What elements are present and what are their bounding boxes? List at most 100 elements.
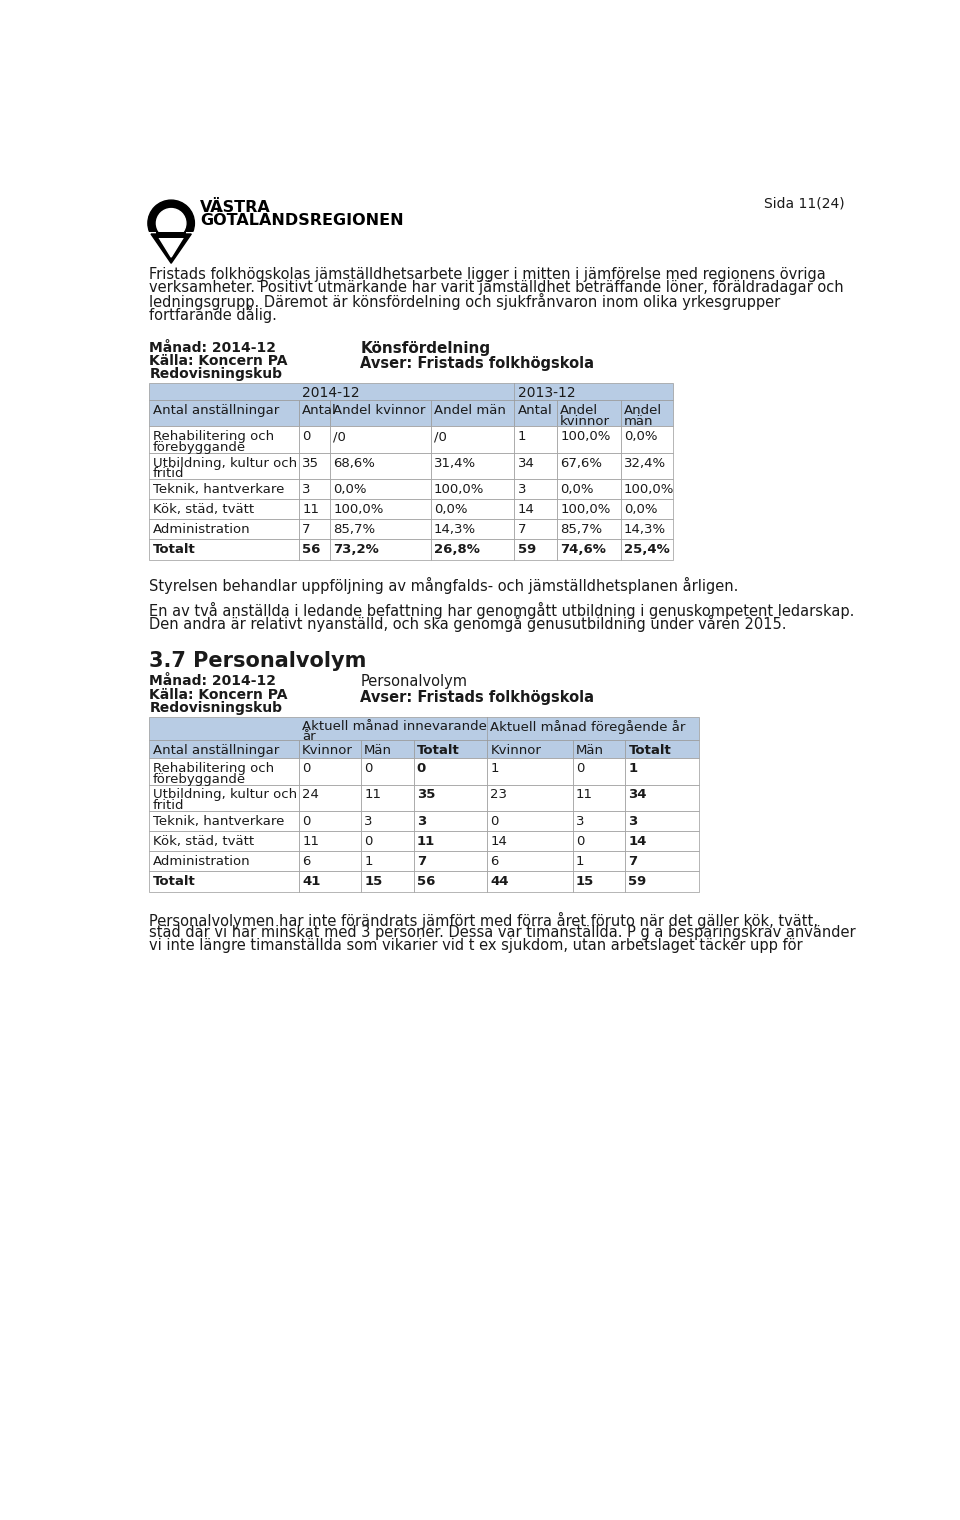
Text: Utbildning, kultur och: Utbildning, kultur och bbox=[153, 789, 297, 801]
Text: 14: 14 bbox=[491, 834, 507, 848]
Text: 31,4%: 31,4% bbox=[434, 456, 476, 470]
Text: /0: /0 bbox=[434, 430, 446, 444]
Bar bbox=[431, 518, 515, 540]
Bar bbox=[488, 740, 572, 758]
Bar bbox=[150, 851, 299, 871]
Bar bbox=[299, 540, 330, 561]
Bar bbox=[414, 810, 488, 831]
Text: Redovisningskub: Redovisningskub bbox=[150, 368, 282, 382]
Bar bbox=[488, 784, 572, 810]
Bar bbox=[156, 231, 186, 237]
Bar bbox=[150, 479, 299, 499]
Text: 14: 14 bbox=[629, 834, 647, 848]
Text: 25,4%: 25,4% bbox=[624, 543, 669, 556]
Bar bbox=[150, 871, 299, 892]
Bar bbox=[414, 758, 488, 784]
Text: Andel: Andel bbox=[561, 404, 598, 416]
Text: 34: 34 bbox=[629, 789, 647, 801]
Bar bbox=[361, 784, 414, 810]
Bar bbox=[361, 831, 414, 851]
Text: Kök, städ, tvätt: Kök, städ, tvätt bbox=[153, 503, 253, 515]
Text: GÖTALANDSREGIONEN: GÖTALANDSREGIONEN bbox=[200, 213, 403, 228]
Bar bbox=[299, 831, 361, 851]
Bar bbox=[488, 831, 572, 851]
Text: Kök, städ, tvätt: Kök, städ, tvätt bbox=[153, 834, 253, 848]
Text: 2013-12: 2013-12 bbox=[517, 386, 575, 400]
Bar bbox=[515, 479, 557, 499]
Text: Antal anställningar: Antal anställningar bbox=[153, 404, 278, 416]
Bar bbox=[572, 784, 625, 810]
Text: 85,7%: 85,7% bbox=[561, 523, 602, 535]
Bar bbox=[361, 740, 414, 758]
Bar bbox=[621, 427, 673, 453]
Bar bbox=[414, 871, 488, 892]
Bar bbox=[299, 784, 361, 810]
Text: 0: 0 bbox=[364, 834, 372, 848]
Text: Totalt: Totalt bbox=[417, 743, 460, 757]
Text: 41: 41 bbox=[302, 874, 321, 888]
Text: 1: 1 bbox=[517, 430, 526, 444]
Bar bbox=[150, 400, 299, 427]
Text: 11: 11 bbox=[302, 503, 319, 515]
Bar bbox=[515, 518, 557, 540]
Text: 3: 3 bbox=[629, 815, 637, 827]
Text: 0: 0 bbox=[302, 430, 310, 444]
Text: Rehabilitering och: Rehabilitering och bbox=[153, 762, 274, 775]
Text: /0: /0 bbox=[333, 430, 346, 444]
Text: Antal anställningar: Antal anställningar bbox=[153, 743, 278, 757]
Text: 44: 44 bbox=[491, 874, 509, 888]
Text: Månad: 2014-12: Månad: 2014-12 bbox=[150, 340, 276, 356]
Bar bbox=[150, 758, 299, 784]
Text: Källa: Koncern PA: Källa: Koncern PA bbox=[150, 354, 288, 368]
Polygon shape bbox=[151, 234, 191, 263]
Bar bbox=[431, 427, 515, 453]
Text: fritid: fritid bbox=[153, 800, 184, 812]
Bar bbox=[150, 540, 299, 561]
Text: 68,6%: 68,6% bbox=[333, 456, 375, 470]
Bar bbox=[431, 400, 515, 427]
Text: Utbildning, kultur och: Utbildning, kultur och bbox=[153, 456, 297, 470]
Text: Män: Män bbox=[364, 743, 392, 757]
Bar bbox=[557, 479, 621, 499]
Bar bbox=[330, 400, 431, 427]
Text: verksamheter. Positivt utmärkande har varit jämställdhet beträffande löner, förä: verksamheter. Positivt utmärkande har va… bbox=[150, 280, 844, 295]
Bar bbox=[150, 810, 299, 831]
Text: 2014-12: 2014-12 bbox=[302, 386, 360, 400]
Bar bbox=[299, 758, 361, 784]
Bar bbox=[515, 453, 557, 479]
Text: Andel kvinnor: Andel kvinnor bbox=[333, 404, 425, 416]
Text: 0,0%: 0,0% bbox=[624, 430, 658, 444]
Bar bbox=[488, 851, 572, 871]
Text: 0: 0 bbox=[302, 815, 310, 827]
Text: Andel: Andel bbox=[624, 404, 661, 416]
Text: 100,0%: 100,0% bbox=[624, 483, 674, 496]
Text: Personalvolym: Personalvolym bbox=[360, 675, 468, 690]
Bar bbox=[621, 499, 673, 518]
Text: 85,7%: 85,7% bbox=[333, 523, 375, 535]
Text: 6: 6 bbox=[302, 854, 310, 868]
Text: 35: 35 bbox=[417, 789, 435, 801]
Text: 7: 7 bbox=[417, 854, 426, 868]
Text: år: år bbox=[302, 730, 316, 743]
Bar bbox=[557, 518, 621, 540]
Bar bbox=[621, 540, 673, 561]
Text: Antal: Antal bbox=[302, 404, 337, 416]
Text: 23: 23 bbox=[491, 789, 508, 801]
Bar bbox=[625, 831, 699, 851]
Bar bbox=[150, 383, 673, 400]
Bar bbox=[431, 499, 515, 518]
Text: 56: 56 bbox=[302, 543, 321, 556]
Text: 14: 14 bbox=[517, 503, 535, 515]
Bar bbox=[414, 831, 488, 851]
Text: 3: 3 bbox=[302, 483, 311, 496]
Bar bbox=[431, 479, 515, 499]
Bar bbox=[330, 453, 431, 479]
Bar bbox=[431, 453, 515, 479]
Bar bbox=[515, 400, 557, 427]
Bar bbox=[515, 427, 557, 453]
Text: 3: 3 bbox=[417, 815, 426, 827]
Bar bbox=[414, 740, 488, 758]
Bar bbox=[625, 740, 699, 758]
Text: Aktuell månad föregående år: Aktuell månad föregående år bbox=[491, 720, 685, 734]
Bar bbox=[414, 784, 488, 810]
